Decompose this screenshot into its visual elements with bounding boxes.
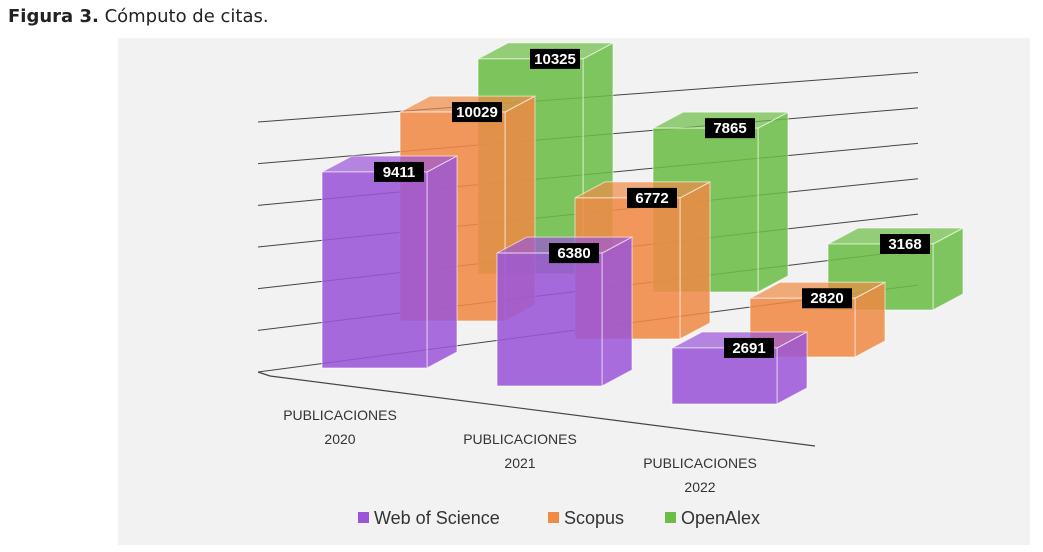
value-label: 9411: [383, 164, 416, 181]
floor-edge: [269, 375, 816, 447]
value-label: 6772: [635, 190, 668, 207]
bar-front: [496, 252, 603, 387]
value-label-box: [374, 161, 424, 182]
value-label-box: [802, 288, 852, 309]
value-label: 2820: [810, 290, 843, 307]
legend-label: Web of Science: [374, 508, 500, 528]
x-tick-label: PUBLICACIONES 2020: [283, 407, 397, 447]
bar-front: [321, 171, 428, 369]
value-label: 2691: [732, 340, 765, 357]
figure-caption: Figura 3. Cómputo de citas.: [8, 6, 269, 27]
caption-label: Figura 3.: [8, 6, 99, 27]
x-tick-label: PUBLICACIONES 2022: [643, 455, 757, 495]
bar: [321, 155, 458, 369]
bar-side: [757, 111, 789, 293]
bar-side: [679, 181, 711, 340]
x-tick-label: PUBLICACIONES 2021: [463, 431, 577, 471]
value-label-box: [705, 118, 755, 139]
value-label-box: [452, 102, 502, 123]
legend-label: Scopus: [564, 508, 624, 528]
legend-swatch: [358, 512, 369, 523]
bar-side: [426, 155, 458, 369]
value-label-box: [724, 337, 774, 358]
legend-swatch: [548, 512, 559, 523]
value-label: 7865: [713, 120, 746, 137]
legend-label: OpenAlex: [681, 508, 760, 528]
value-label: 6380: [557, 245, 590, 262]
value-label: 10029: [456, 104, 498, 121]
value-label-box: [627, 187, 677, 208]
caption-text: Cómputo de citas.: [104, 6, 269, 27]
value-label-box: [530, 48, 580, 69]
value-label: 3168: [888, 236, 921, 253]
value-label: 10325: [534, 51, 576, 68]
value-label-box: [549, 243, 599, 264]
bar-side: [601, 236, 633, 387]
legend-swatch: [665, 512, 676, 523]
floor-edge: [257, 371, 271, 377]
value-label-box: [880, 234, 930, 254]
